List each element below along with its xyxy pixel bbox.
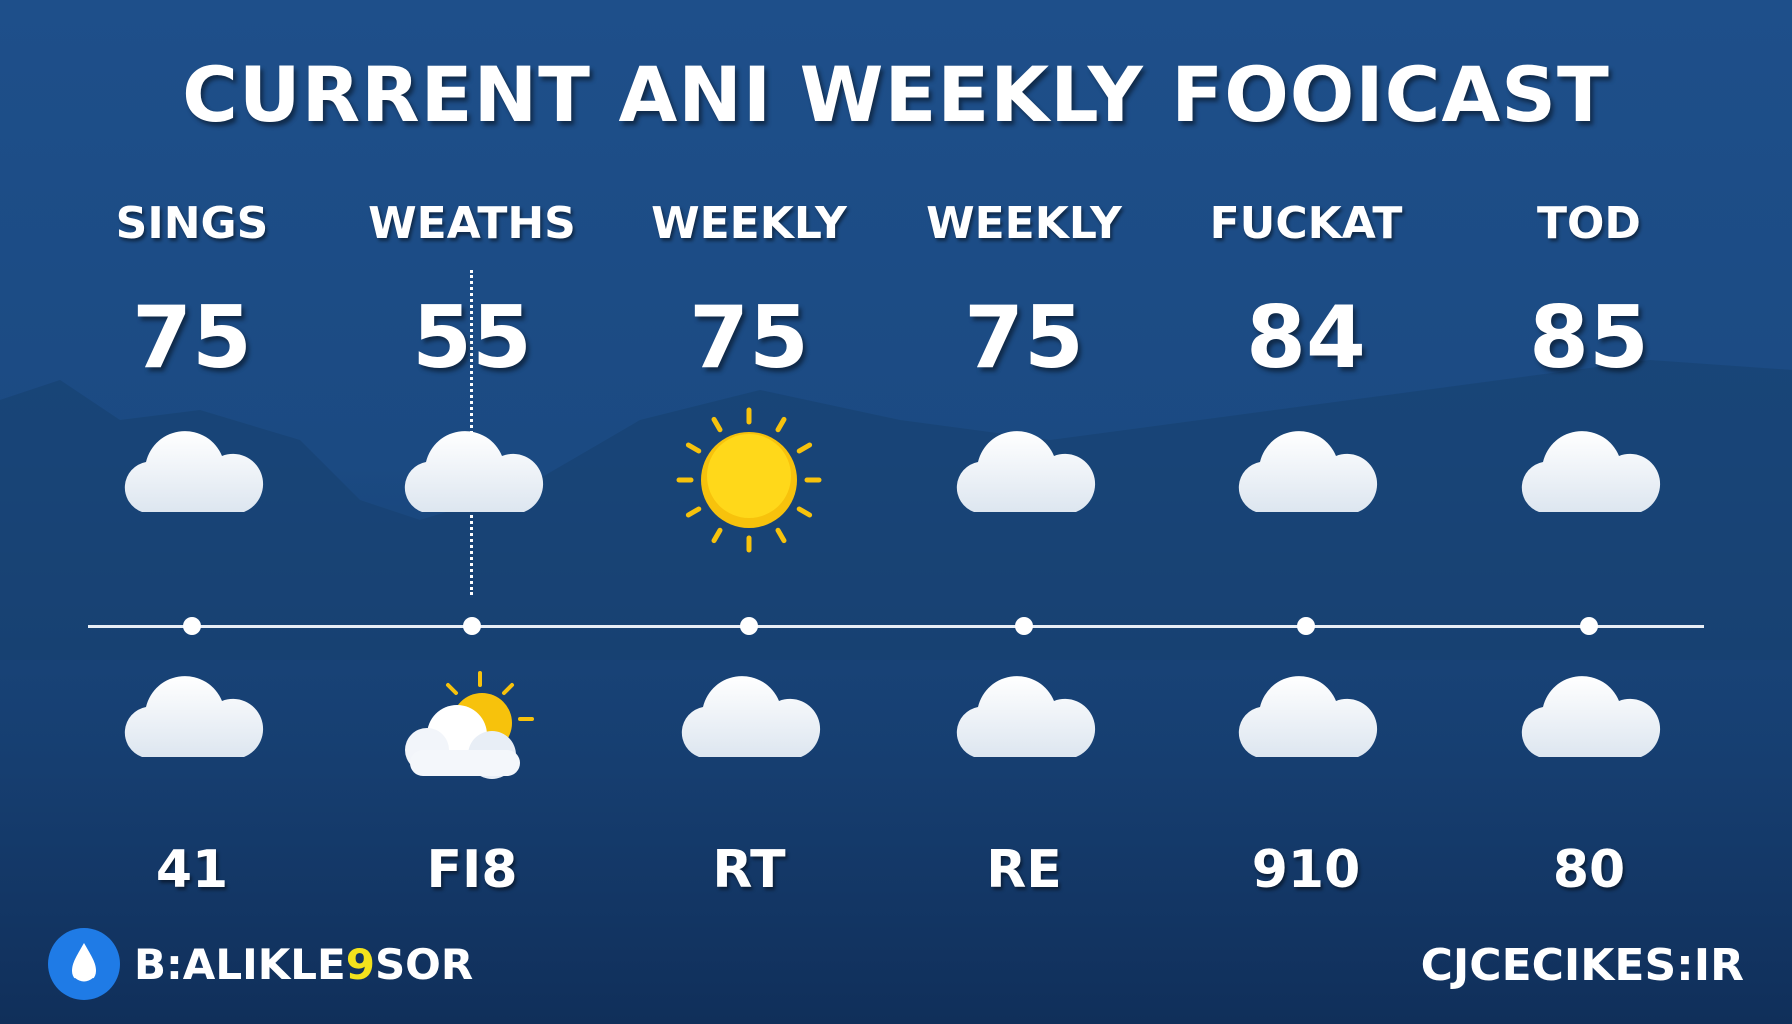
cloud-icon bbox=[884, 665, 1164, 795]
low-label: RT bbox=[712, 840, 786, 900]
timeline-point bbox=[740, 617, 758, 635]
cloud-icon bbox=[332, 420, 612, 550]
day-label: SINGS bbox=[115, 198, 269, 249]
high-temp: 75 bbox=[132, 288, 252, 388]
partly-sunny-icon bbox=[332, 665, 612, 795]
low-label: FI8 bbox=[426, 840, 518, 900]
brand-right: CJCECIKES:IR bbox=[1420, 940, 1744, 991]
cloud-icon bbox=[1166, 420, 1446, 550]
cloud-icon bbox=[1166, 665, 1446, 795]
low-label: RE bbox=[986, 840, 1062, 900]
timeline-point bbox=[1015, 617, 1033, 635]
timeline-point bbox=[1580, 617, 1598, 635]
page-title: CURRENT ANI WEEKLY FOOICAST bbox=[182, 50, 1610, 139]
cloud-icon bbox=[609, 665, 889, 795]
high-temp: 75 bbox=[964, 288, 1084, 388]
cloud-icon bbox=[52, 420, 332, 550]
brand-text-highlight: 9 bbox=[345, 939, 375, 989]
day-label: FUCKAT bbox=[1209, 198, 1403, 249]
water-drop-icon bbox=[48, 928, 120, 1000]
cloud-icon bbox=[884, 420, 1164, 550]
timeline-point bbox=[463, 617, 481, 635]
day-label: WEATHS bbox=[368, 198, 576, 249]
cloud-icon bbox=[1449, 420, 1729, 550]
low-label: 41 bbox=[155, 840, 229, 900]
cloud-icon bbox=[1449, 665, 1729, 795]
high-temp: 55 bbox=[412, 288, 532, 388]
landscape-silhouette bbox=[0, 360, 1792, 660]
sun-icon bbox=[609, 400, 889, 553]
low-label: 910 bbox=[1251, 840, 1361, 900]
timeline-axis bbox=[88, 625, 1704, 628]
high-temp: 85 bbox=[1529, 288, 1649, 388]
brand-name: B:ALIKLE9SOR bbox=[134, 940, 473, 989]
high-temp: 84 bbox=[1246, 288, 1366, 388]
day-label: TOD bbox=[1537, 198, 1641, 249]
day-label: WEEKLY bbox=[926, 198, 1122, 249]
brand-text-b: SOR bbox=[374, 939, 474, 989]
day-label: WEEKLY bbox=[651, 198, 847, 249]
brand-text-a: B:ALIKLE bbox=[134, 939, 346, 989]
cloud-icon bbox=[52, 665, 332, 795]
timeline-point bbox=[1297, 617, 1315, 635]
low-label: 80 bbox=[1552, 840, 1626, 900]
brand-logo: B:ALIKLE9SOR bbox=[48, 928, 473, 1000]
high-temp: 75 bbox=[689, 288, 809, 388]
timeline-point bbox=[183, 617, 201, 635]
